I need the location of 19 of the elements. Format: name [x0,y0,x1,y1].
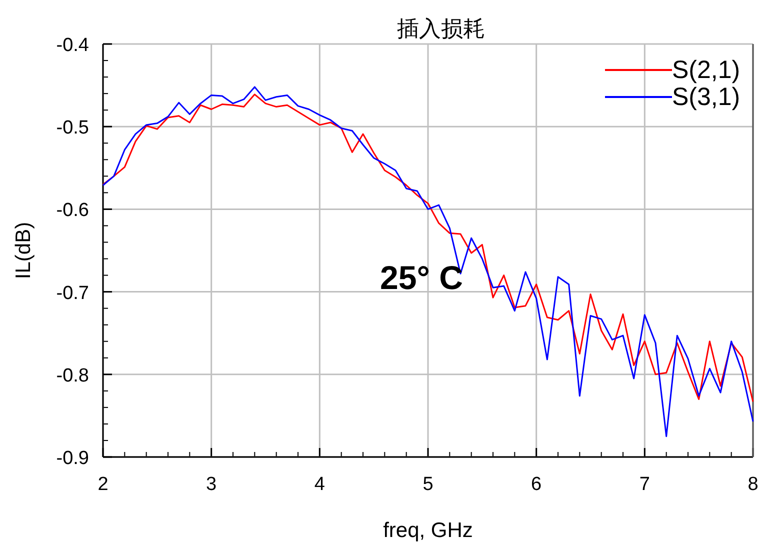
y-axis-title: IL(dB) [12,222,35,280]
y-tick-label: -0.7 [56,282,89,304]
chart-title: 插入损耗 [397,16,485,41]
x-tick-label: 3 [206,474,217,495]
legend-label: S(3,1) [672,83,740,111]
y-tick-label: -0.9 [56,448,89,469]
y-tick-label: -0.6 [56,200,89,222]
x-tick-label: 5 [422,474,434,495]
x-tick-label: 2 [98,474,108,495]
x-tick-label: 4 [314,474,326,495]
x-axis-title: freq, GHz [383,519,473,542]
y-tick-label: -0.4 [56,35,90,56]
x-tick-label: 7 [639,474,650,495]
y-tick-label: -0.5 [56,118,89,139]
x-tick-label: 8 [748,474,758,495]
annotation: 25° C [380,259,463,296]
legend-label: S(2,1) [672,56,740,84]
x-tick-label: 6 [531,474,542,495]
y-tick-label: -0.8 [56,365,89,386]
